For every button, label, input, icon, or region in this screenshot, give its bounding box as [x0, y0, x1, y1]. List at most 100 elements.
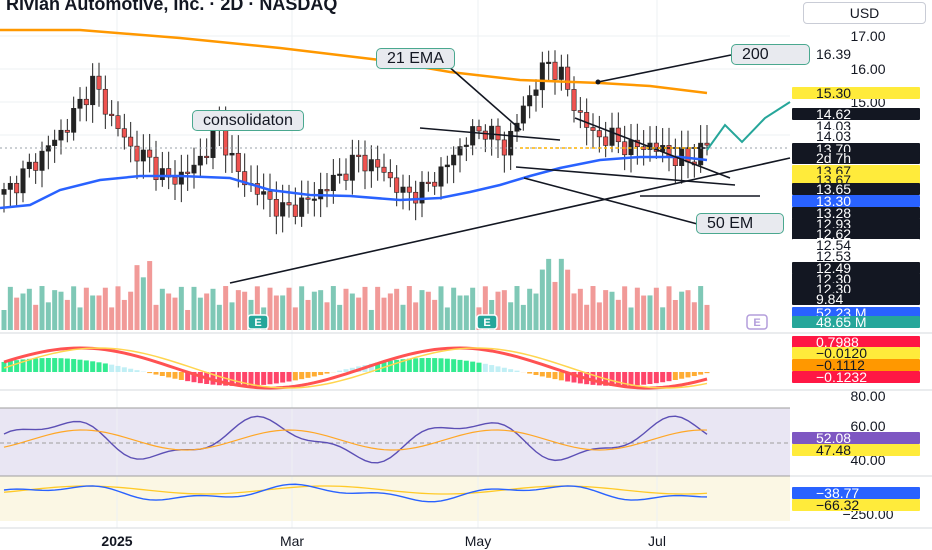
volume-bar	[102, 287, 108, 330]
volume-bar	[565, 269, 571, 330]
osc-bar	[628, 372, 634, 386]
candle-body	[286, 202, 292, 206]
candle-body	[178, 171, 184, 185]
osc-bar	[102, 363, 108, 372]
y-tick-label: 17.00	[850, 28, 885, 44]
trend-line	[419, 127, 561, 141]
candle-body	[153, 156, 159, 181]
price-label-text: 13.30	[816, 193, 851, 209]
annotation-consolidation[interactable]: consolidaton	[192, 110, 304, 131]
candle	[552, 50, 558, 95]
earnings-badge	[476, 314, 498, 330]
osc-bar	[527, 372, 533, 374]
price-label-bg	[792, 273, 920, 285]
volume-bar	[216, 304, 222, 330]
volume-bar	[438, 286, 444, 330]
osc-bar	[653, 372, 659, 384]
candle	[159, 151, 165, 187]
lower-signal-line	[3, 485, 708, 495]
earnings-marker: E	[476, 314, 498, 330]
volume-bar	[381, 297, 387, 330]
osc-bar	[375, 362, 381, 372]
candle-body	[305, 197, 311, 200]
osc-bar	[128, 368, 134, 372]
candle	[267, 173, 273, 217]
osc-label-text: −0.0120	[816, 345, 867, 361]
trend-line	[446, 64, 522, 131]
price-label-text: 16.39	[816, 46, 851, 62]
candle	[185, 154, 191, 191]
osc-bar	[147, 372, 153, 374]
osc-bar	[425, 358, 431, 372]
x-tick-label: 2025	[101, 533, 132, 549]
candle	[432, 172, 438, 195]
rsi-label-bg	[792, 432, 920, 444]
volume-bar	[425, 291, 431, 330]
candle-body	[381, 166, 387, 173]
volume-bar	[527, 288, 533, 330]
volume-bar	[254, 286, 260, 330]
volume-bar	[159, 288, 165, 330]
price-label-text: 12.49	[816, 260, 851, 276]
osc-bar	[83, 360, 89, 372]
candle-body	[603, 136, 609, 146]
y-tick-label: 16.00	[850, 61, 885, 77]
annotation-50-ema[interactable]: 50 EM	[696, 213, 785, 234]
osc-bar	[109, 364, 115, 372]
osc-bar	[261, 372, 267, 385]
candle-body	[520, 105, 526, 124]
volume-bar	[311, 291, 317, 330]
candle-body	[400, 186, 406, 193]
osc-bar	[77, 359, 83, 372]
volume-bar	[647, 295, 653, 330]
volume-bar	[305, 299, 311, 330]
candle-body	[147, 149, 153, 158]
osc-bar	[267, 372, 273, 385]
volume-bar	[451, 287, 457, 330]
candle	[596, 115, 602, 153]
candle-body	[584, 112, 590, 128]
osc-bar	[172, 372, 178, 379]
annotation-200-ema[interactable]: 200	[731, 44, 810, 65]
candle-body	[39, 150, 45, 171]
earnings-marker: E	[247, 314, 269, 330]
currency-button[interactable]: USD	[803, 2, 926, 24]
osc-bar	[609, 372, 615, 386]
candle-body	[546, 61, 552, 64]
volume-bar	[7, 286, 13, 330]
osc-bar	[419, 358, 425, 372]
volume-bar	[444, 307, 450, 330]
volume-bar	[318, 290, 324, 330]
volume-bar	[634, 287, 640, 330]
volume-bar	[204, 293, 210, 330]
candle	[368, 145, 374, 188]
candle	[311, 182, 317, 217]
volume-bar	[672, 299, 678, 330]
osc-bar	[666, 372, 672, 382]
candle-body	[387, 172, 393, 179]
annotation-21-ema[interactable]: 21 EMA	[376, 48, 455, 69]
candle	[305, 180, 311, 214]
price-label-text: 12.53	[816, 248, 851, 264]
volume-bar	[691, 302, 697, 330]
osc-bar	[299, 372, 305, 380]
volume-bar	[26, 288, 32, 330]
osc-bar	[166, 372, 172, 378]
volume-bar	[330, 286, 336, 330]
candle-body	[280, 202, 286, 217]
osc-bar	[235, 372, 241, 386]
osc-label: −0.0120	[792, 345, 920, 361]
candle	[438, 157, 444, 200]
volume-bar	[660, 307, 666, 330]
rsi-signal-line	[3, 429, 708, 451]
osc-label-bg	[792, 359, 920, 371]
candle-body	[577, 110, 583, 113]
lower-label: −66.32	[792, 497, 920, 513]
candle-body	[539, 62, 545, 91]
osc-bar	[286, 372, 292, 382]
osc-bar	[463, 360, 469, 372]
candle	[508, 122, 514, 170]
candle-body	[698, 142, 704, 166]
price-label-text: 12.54	[816, 237, 851, 253]
